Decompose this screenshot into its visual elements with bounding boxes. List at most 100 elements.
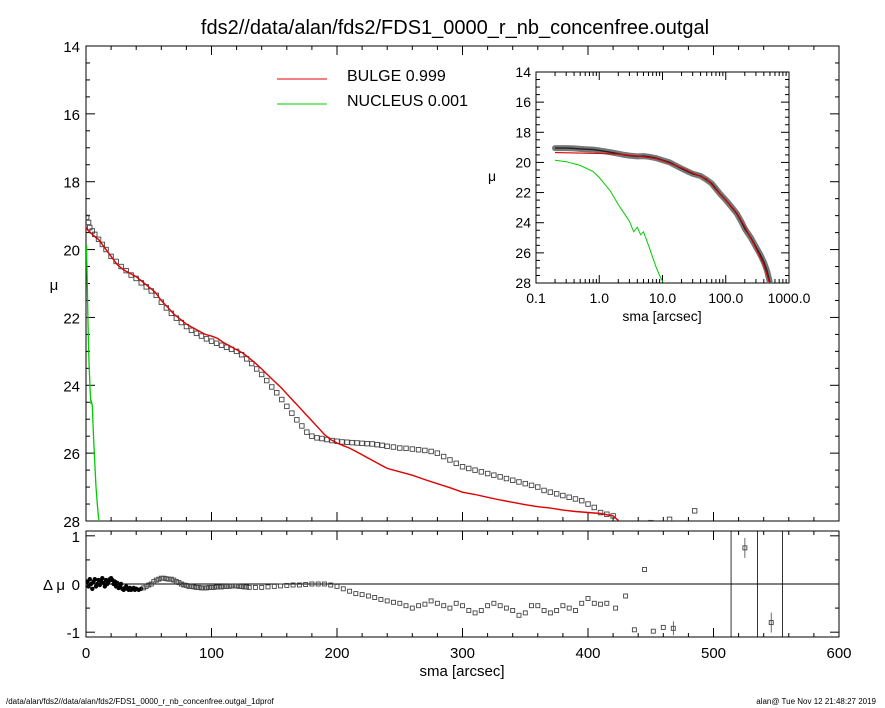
res-point-66 (201, 585, 207, 591)
data-point-67 (409, 446, 416, 452)
res-xtick-label-1: 100 (199, 645, 224, 662)
res-xtick-label-4: 400 (575, 645, 600, 662)
data-point-74 (453, 460, 459, 467)
res-point-85 (252, 584, 258, 590)
res-point-129 (529, 603, 534, 609)
data-point-83 (510, 477, 516, 483)
res-point-145 (642, 567, 647, 572)
legend-bulge-value: 0.999 (406, 68, 446, 85)
res-point-140 (598, 601, 603, 607)
data-point-95 (585, 501, 591, 507)
res-point-58 (181, 582, 187, 588)
res-xtick-label-5: 500 (701, 645, 726, 662)
data-point-68 (415, 447, 422, 453)
data-point-92 (566, 494, 572, 500)
res-point-120 (472, 610, 478, 616)
data-point-54 (339, 439, 345, 445)
data-point-87 (535, 484, 541, 490)
data-point-47 (304, 429, 310, 435)
res-point-93 (303, 582, 309, 587)
res-point-77 (229, 583, 235, 589)
data-point-26 (198, 333, 205, 339)
data-point-27 (203, 336, 210, 342)
data-point-0 (86, 214, 90, 221)
res-point-83 (244, 584, 250, 590)
res-xtick-label-2: 200 (324, 645, 349, 662)
data-point-94 (579, 497, 585, 504)
inset-ytick-label-4: 22 (515, 185, 531, 201)
res-point-78 (231, 583, 237, 589)
res-point-76 (226, 583, 232, 589)
res-point-113 (428, 598, 434, 604)
res-point-151 (708, 0, 712, 4)
data-point-75 (459, 464, 466, 470)
data-point-52 (329, 437, 335, 444)
data-point-59 (364, 440, 370, 447)
res-point-72 (216, 584, 222, 590)
res-point-42 (141, 585, 147, 591)
res-point-147 (660, 624, 666, 630)
data-point-71 (434, 450, 441, 456)
inset-ylabel: μ (488, 168, 496, 184)
res-point-53 (168, 576, 174, 582)
res-point-2 (87, 577, 93, 582)
res-point-131 (541, 608, 547, 613)
data-point-96 (591, 504, 597, 511)
data-point-70 (428, 448, 434, 455)
res-point-86 (259, 584, 265, 590)
res-point-106 (384, 598, 390, 604)
data-point-100 (648, 519, 654, 521)
res-point-68 (206, 584, 212, 590)
res-point-46 (151, 579, 157, 585)
main-ytick-label-5: 24 (63, 378, 80, 395)
legend-bulge-name: BULGE (347, 68, 401, 85)
data-point-57 (354, 440, 360, 446)
res-point-43 (143, 583, 149, 589)
res-point-138 (585, 596, 591, 601)
res-point-128 (522, 610, 528, 616)
data-point-91 (560, 492, 566, 499)
legend-nucleus-name: NUCLEUS (347, 93, 423, 110)
data-point-102 (691, 508, 698, 514)
res-point-70 (211, 584, 217, 590)
inset-ytick-label-3: 20 (515, 154, 531, 170)
data-point-6 (99, 241, 106, 248)
res-point-87 (265, 584, 271, 590)
inset-xtick-label-1: 1.0 (590, 290, 610, 306)
res-point-73 (219, 584, 224, 590)
res-point-136 (573, 608, 578, 613)
data-point-88 (541, 487, 547, 494)
res-point-101 (353, 591, 359, 597)
data-point-90 (553, 491, 560, 497)
bulge-line (86, 227, 621, 521)
res-point-144 (631, 627, 637, 633)
res-point-130 (535, 603, 541, 609)
inset-ytick-label-0: 14 (515, 64, 531, 80)
res-point-80 (236, 583, 242, 589)
res-point-116 (447, 605, 453, 611)
res-ytick-label-2: -1 (67, 625, 80, 642)
data-point-76 (466, 465, 472, 472)
data-point-65 (397, 445, 403, 451)
data-point-29 (213, 340, 220, 346)
data-point-37 (253, 366, 260, 372)
res-point-111 (416, 603, 422, 609)
nucleus-line (86, 244, 100, 521)
res-point-27 (118, 581, 124, 587)
res-point-71 (214, 584, 219, 590)
data-point-84 (516, 479, 522, 485)
data-point-81 (497, 474, 503, 480)
res-point-48 (156, 576, 162, 582)
res-xtick-label-0: 0 (82, 645, 90, 662)
res-point-64 (196, 584, 202, 590)
res-point-84 (246, 584, 252, 590)
res-point-47 (153, 577, 159, 583)
res-point-56 (176, 580, 182, 586)
res-point-135 (566, 605, 572, 611)
data-point-55 (344, 439, 350, 445)
data-point-38 (258, 371, 265, 378)
res-point-142 (613, 605, 619, 611)
data-point-80 (491, 472, 497, 478)
res-point-51 (163, 576, 169, 582)
